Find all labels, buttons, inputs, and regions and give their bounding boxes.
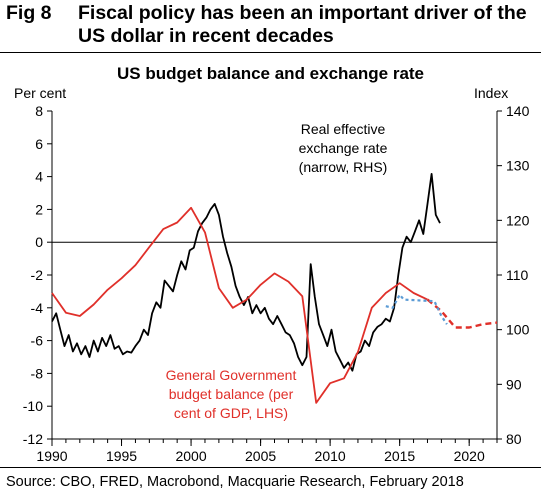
left-tick-label: 0	[35, 234, 43, 250]
right-tick-label: 110	[506, 267, 529, 283]
left-tick-label: -2	[31, 267, 44, 283]
budget-balance-series-line	[51, 206, 428, 404]
x-tick-label: 2020	[454, 448, 485, 464]
left-tick-label: -4	[31, 300, 44, 316]
figure-title-line-1: Fiscal policy has been an important driv…	[78, 2, 527, 24]
reer-annotation-line-3: (narrow, RHS)	[299, 159, 388, 175]
reer-annotation-line-2: exchange rate	[299, 140, 388, 156]
figure-title: Fiscal policy has been an important driv…	[78, 2, 538, 48]
x-tick-label: 2015	[384, 448, 415, 464]
source-note: Source: CBO, FRED, Macrobond, Macquarie …	[6, 474, 464, 490]
right-tick-label: 140	[506, 103, 530, 119]
budget-projection-line	[426, 298, 498, 329]
right-tick-label: 130	[506, 158, 530, 174]
left-tick-label: 4	[35, 169, 43, 185]
left-tick-label: 8	[35, 103, 43, 119]
budget-annotation-line-2: budget balance (per	[169, 386, 294, 402]
left-tick-label: -6	[31, 333, 44, 349]
budget-annotation-line-1: General Government	[166, 367, 297, 383]
x-tick-label: 1995	[106, 448, 137, 464]
left-axis-unit: Per cent	[14, 85, 66, 101]
budget-annotation-line-3: cent of GDP, LHS)	[174, 405, 288, 421]
right-tick-label: 90	[506, 376, 522, 392]
left-tick-label: -8	[31, 365, 44, 381]
figure-title-line-2: US dollar in recent decades	[78, 25, 334, 47]
x-tick-label: 1990	[36, 448, 67, 464]
chart-title: US budget balance and exchange rate	[116, 64, 425, 83]
right-tick-label: 100	[506, 322, 530, 338]
figure-number: Fig 8	[6, 2, 52, 24]
x-tick-label: 2000	[175, 448, 206, 464]
left-tick-label: -12	[23, 431, 43, 447]
right-tick-label: 120	[506, 212, 530, 228]
x-tick-label: 2005	[245, 448, 276, 464]
left-tick-label: -10	[23, 398, 43, 414]
reer-annotation-line-1: Real effective	[301, 121, 386, 137]
right-tick-label: 80	[506, 431, 522, 447]
source-rule	[0, 467, 541, 468]
right-axis-unit: Index	[474, 85, 508, 101]
reer-annotation: Real effective exchange rate (narrow, RH…	[299, 121, 388, 175]
budget-estimate-line	[385, 293, 448, 325]
budget-annotation: General Government budget balance (per c…	[166, 367, 297, 421]
left-tick-label: 2	[35, 201, 43, 217]
left-tick-label: 6	[35, 136, 43, 152]
header-rule	[0, 52, 541, 53]
x-tick-label: 2010	[315, 448, 346, 464]
reer-series-line	[51, 172, 441, 372]
